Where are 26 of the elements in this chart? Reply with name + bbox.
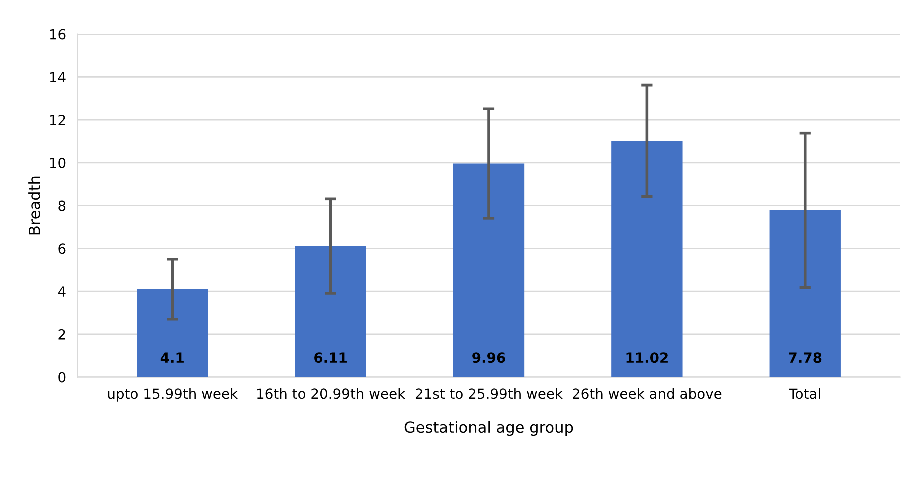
x-tick-label: 21st to 25.99th week: [416, 388, 563, 400]
y-tick-label: 2: [58, 329, 66, 340]
x-tick-label: 26th week and above: [573, 388, 722, 400]
y-tick-label: 4: [58, 286, 66, 297]
data-label: 11.02: [626, 352, 668, 364]
data-label: 9.96: [472, 352, 506, 364]
x-tick-label: Total: [789, 388, 820, 400]
data-label: 4.1: [160, 352, 184, 363]
bar: [612, 141, 683, 378]
y-axis-title: Breadth: [28, 176, 40, 235]
y-tick-label: 14: [50, 72, 66, 82]
bar: [770, 210, 841, 378]
x-axis-title: Gestational age group: [404, 421, 574, 436]
y-tick-label: 8: [58, 200, 66, 212]
bar: [295, 246, 366, 378]
data-label: 6.11: [314, 352, 347, 364]
x-tick-label: upto 15.99th week: [108, 388, 238, 402]
y-tick-label: 16: [50, 29, 66, 40]
x-tick-label: 16th to 20.99th week: [258, 388, 406, 400]
data-label: 7.78: [789, 352, 822, 364]
y-tick-label: 10: [50, 158, 66, 168]
y-tick-label: 12: [50, 115, 66, 126]
y-tick-label: 6: [58, 244, 66, 254]
bar: [137, 289, 208, 378]
bar: [453, 164, 525, 378]
y-tick-label: 0: [58, 372, 66, 383]
